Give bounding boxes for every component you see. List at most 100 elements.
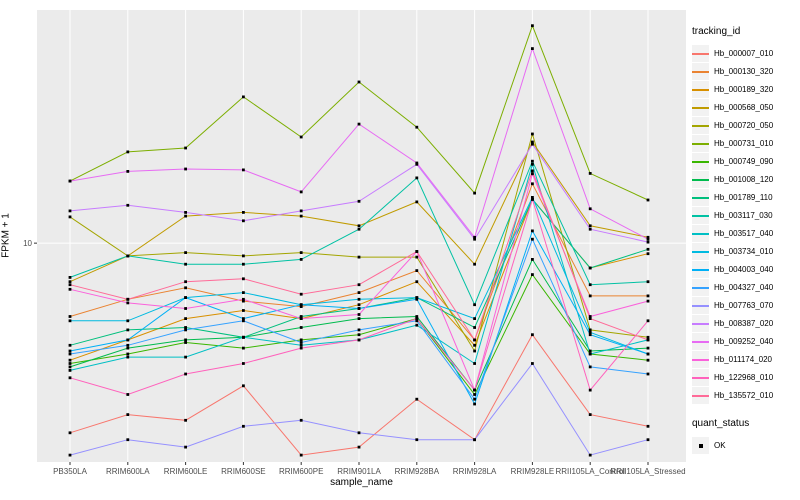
- data-point: [68, 453, 72, 457]
- legend-key: [692, 117, 709, 134]
- data-point: [184, 262, 187, 266]
- data-point: [531, 237, 534, 241]
- data-point: [357, 445, 361, 449]
- line-swatch-icon: [692, 52, 709, 55]
- data-point: [415, 200, 419, 204]
- data-point: [126, 393, 130, 396]
- line-swatch-icon: [692, 214, 709, 217]
- data-point: [242, 297, 245, 301]
- line-swatch-icon: [692, 124, 709, 127]
- data-point: [68, 179, 72, 183]
- data-point: [646, 346, 650, 350]
- data-point: [531, 182, 534, 186]
- line-swatch-icon: [692, 340, 709, 343]
- legend-item-Hb_001789_110: Hb_001789_110: [692, 189, 798, 206]
- line-swatch-icon: [692, 142, 709, 145]
- x-tick-label: RRIM600SE: [221, 467, 265, 476]
- legend-key: [692, 315, 709, 332]
- data-point: [646, 299, 650, 303]
- legend-label: Hb_000007_010: [714, 49, 774, 58]
- data-point: [299, 315, 303, 318]
- data-point: [357, 122, 361, 126]
- data-point: [126, 254, 130, 258]
- data-point: [531, 172, 534, 176]
- legend-item-Hb_004327_040: Hb_004327_040: [692, 279, 798, 296]
- data-point: [126, 319, 130, 323]
- legend-item-ok: OK: [692, 437, 798, 454]
- data-point: [126, 352, 130, 356]
- x-tick-label: RRIM928LE: [511, 467, 555, 476]
- x-axis-title: sample_name: [330, 477, 393, 488]
- x-tick-label: RRIM600LE: [164, 467, 208, 476]
- legend-label: Hb_004003_040: [714, 265, 774, 274]
- data-point: [184, 307, 187, 310]
- legend-item-Hb_011174_020: Hb_011174_020: [692, 351, 798, 368]
- data-point: [357, 80, 361, 84]
- legend-label: Hb_003734_010: [714, 247, 774, 256]
- data-point: [588, 330, 592, 334]
- line-swatch-icon: [692, 196, 709, 199]
- data-point: [473, 388, 476, 392]
- data-point: [184, 372, 187, 376]
- data-point: [473, 438, 476, 442]
- axis-ticks: [34, 242, 649, 465]
- data-point: [588, 352, 592, 356]
- data-point: [473, 349, 476, 353]
- legend-key: [692, 333, 709, 350]
- data-point: [299, 418, 303, 422]
- data-point: [473, 191, 476, 195]
- legend-key: [692, 171, 709, 188]
- plot-panel: [37, 10, 686, 462]
- legend-label: Hb_011174_020: [714, 355, 772, 364]
- data-point: [531, 159, 534, 163]
- data-point: [126, 338, 130, 342]
- legend-item-Hb_003734_010: Hb_003734_010: [692, 243, 798, 260]
- data-point: [473, 393, 476, 396]
- data-point: [588, 317, 592, 320]
- line-swatch-icon: [692, 88, 709, 91]
- data-point: [415, 125, 419, 129]
- data-point: [184, 326, 187, 329]
- data-point: [531, 258, 534, 261]
- data-point: [646, 372, 650, 376]
- data-point: [588, 294, 592, 298]
- data-point: [184, 296, 187, 299]
- legend-items: Hb_000007_010 Hb_000130_320 Hb_000189_320 H…: [692, 45, 798, 404]
- data-point: [357, 224, 361, 228]
- data-point: [588, 224, 592, 228]
- x-tick-label: RRIM928BA: [395, 467, 440, 476]
- data-point: [357, 227, 361, 231]
- data-point: [68, 376, 72, 380]
- legend-label: Hb_000568_050: [714, 103, 774, 112]
- legend-key: [692, 387, 709, 404]
- line-swatch-icon: [692, 232, 709, 235]
- series-points: [68, 24, 650, 457]
- data-point: [357, 328, 361, 332]
- legend-item-Hb_009252_040: Hb_009252_040: [692, 333, 798, 350]
- data-point: [473, 402, 476, 406]
- data-point: [531, 162, 534, 166]
- data-point: [126, 150, 130, 154]
- line-swatch-icon: [692, 376, 709, 379]
- legend-key: [692, 297, 709, 314]
- data-point: [646, 358, 650, 362]
- data-point: [357, 283, 361, 287]
- x-tick-label: RRIM928LA: [453, 467, 497, 476]
- data-point: [184, 146, 187, 150]
- data-point: [531, 197, 534, 201]
- data-point: [299, 453, 303, 457]
- square-point-icon: [698, 443, 703, 448]
- legend-label: Hb_000720_050: [714, 121, 774, 130]
- legend-label: Hb_009252_040: [714, 337, 774, 346]
- data-point: [184, 328, 187, 332]
- legend-item-Hb_135572_010: Hb_135572_010: [692, 387, 798, 404]
- legend-item-Hb_000189_320: Hb_000189_320: [692, 81, 798, 98]
- y-tick-label: 10: [23, 239, 32, 248]
- data-point: [588, 315, 592, 318]
- data-point: [588, 453, 592, 457]
- data-point: [646, 352, 650, 356]
- data-point: [473, 317, 476, 320]
- data-point: [588, 227, 592, 231]
- data-point: [126, 170, 130, 173]
